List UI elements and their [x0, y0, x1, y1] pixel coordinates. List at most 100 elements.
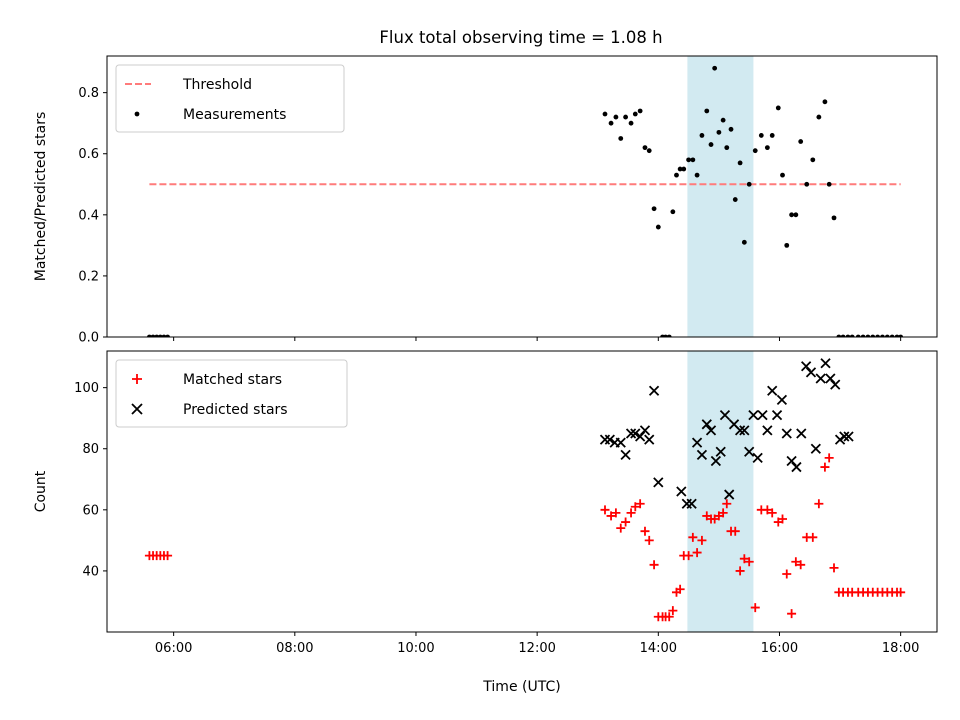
measurement-point [704, 108, 710, 114]
measurement-point [880, 334, 885, 337]
predicted-star-point [615, 437, 626, 448]
legend: Threshold Measurements [115, 64, 345, 133]
measurement-point [769, 133, 775, 138]
matched-star-point [630, 502, 640, 512]
matched-star-point [744, 557, 754, 567]
matched-star-point [767, 508, 777, 518]
matched-star-point [163, 551, 173, 561]
measurement-point [746, 181, 752, 187]
measurement-point [677, 166, 683, 172]
matched-star-point [688, 532, 698, 542]
predicted-star-point [776, 394, 788, 406]
measurement-point [775, 105, 781, 111]
x-tick-label: 16:00 [761, 641, 798, 656]
matched-star-point [664, 612, 674, 622]
matched-star-point [735, 566, 745, 576]
ratio-panel: 0.0 0.2 0.4 0.6 0.8 Matched/Predicted stars Th… [33, 55, 938, 346]
predicted-star-point [724, 489, 735, 500]
matched-star-point [640, 526, 650, 536]
predicted-star-point [676, 486, 687, 497]
matched-star-point [782, 569, 792, 579]
measurement-point [681, 166, 687, 172]
highlight-band [687, 56, 754, 337]
matched-star-point [684, 551, 694, 561]
predicted-star-point [604, 434, 615, 445]
y-tick-label: 0.0 [78, 331, 99, 346]
measurement-point [651, 206, 657, 212]
predicted-star-point [767, 385, 778, 396]
legend-label: Measurements [183, 107, 286, 123]
matched-star-point [675, 584, 685, 594]
measurement-point [618, 136, 624, 141]
matched-star-point [787, 609, 797, 619]
matched-star-point [606, 511, 616, 521]
predicted-star-point [839, 431, 850, 442]
measurement-point [623, 114, 628, 120]
matched-star-point [750, 603, 760, 613]
measurement-point [154, 334, 160, 337]
measurement-point [849, 334, 855, 337]
measurement-point [699, 133, 705, 138]
axes-frame [106, 350, 938, 633]
measurement-point [780, 172, 785, 178]
predicted-star-point [748, 410, 759, 421]
measurement-point [720, 117, 726, 123]
x-axis-label: Time (UTC) [482, 679, 560, 695]
series-matched-stars [144, 453, 906, 622]
measurement-point [632, 111, 638, 117]
predicted-star-point [810, 443, 821, 454]
matched-star-point [896, 587, 906, 597]
matched-star-point [762, 505, 772, 515]
chart-title: Flux total observing time = 1.08 h [379, 28, 662, 47]
predicted-star-point [639, 425, 651, 436]
series-predicted-stars [599, 358, 854, 509]
measurement-point [655, 224, 661, 230]
measurement-point [728, 126, 734, 132]
matched-star-point [644, 535, 654, 545]
matched-star-point [668, 606, 678, 616]
matched-star-point [635, 499, 645, 509]
measurement-point [810, 157, 816, 163]
y-tick-label: 0.8 [78, 86, 99, 101]
plot-area [147, 56, 904, 337]
x-tick-label: 08:00 [276, 641, 313, 656]
measurement-point [889, 334, 895, 337]
measurement-point [670, 209, 676, 215]
matched-star-point [616, 523, 626, 533]
matched-star-point [626, 508, 636, 518]
measurement-point [674, 172, 679, 178]
measurement-point [894, 334, 900, 337]
predicted-star-point [781, 428, 792, 439]
predicted-star-point [734, 425, 746, 436]
predicted-star-point [830, 379, 841, 390]
measurement-point [884, 334, 890, 337]
legend-label: Predicted stars [183, 402, 288, 418]
predicted-star-point [630, 428, 641, 439]
measurement-point [865, 334, 871, 337]
measurement-point [613, 114, 619, 120]
plot-area [144, 351, 906, 632]
predicted-star-point [820, 358, 831, 369]
matched-star-point [796, 560, 806, 570]
measurement-point [870, 334, 876, 337]
measurement-point [637, 108, 643, 114]
measurement-point [646, 148, 652, 154]
measurement-point [789, 212, 794, 218]
predicted-star-point [796, 428, 807, 439]
y-tick-label: 0.4 [78, 208, 99, 223]
measurement-point [732, 197, 738, 202]
predicted-star-point [719, 410, 731, 421]
measurement-point [147, 334, 152, 337]
highlight-band [687, 351, 754, 632]
measurement-point [157, 334, 163, 337]
predicted-star-point [653, 477, 664, 488]
predicted-star-point [648, 385, 660, 396]
predicted-star-point [791, 461, 802, 473]
matched-star-point [649, 560, 659, 570]
x-tick-label: 06:00 [155, 641, 192, 656]
predicted-star-point [620, 449, 631, 460]
predicted-star-point [715, 446, 726, 457]
measurement-point [840, 334, 846, 337]
axes-frame [106, 55, 938, 338]
